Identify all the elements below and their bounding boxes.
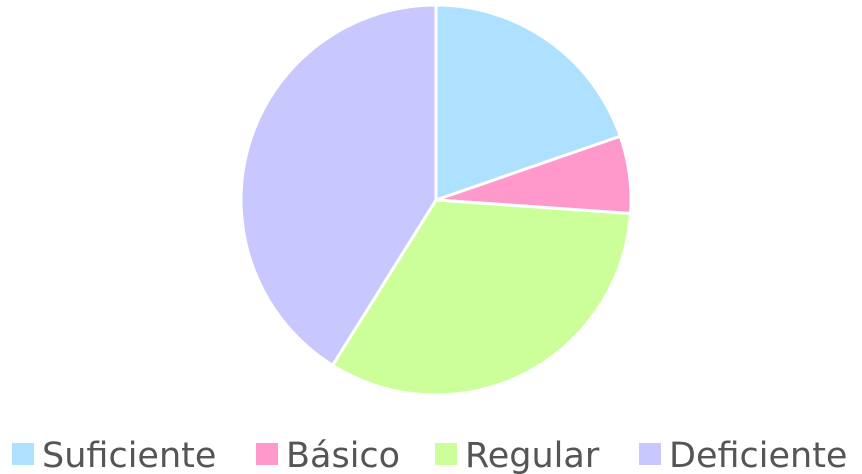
legend-swatch <box>639 443 661 465</box>
legend-swatch <box>12 443 34 465</box>
legend-label: Básico <box>286 436 400 474</box>
pie-slice <box>239 3 438 368</box>
legend-label: Deficiente <box>669 436 847 474</box>
legend-swatch <box>256 443 278 465</box>
legend-label: Suficiente <box>42 436 216 474</box>
legend-swatch <box>435 443 457 465</box>
legend-label: Regular <box>465 436 600 474</box>
